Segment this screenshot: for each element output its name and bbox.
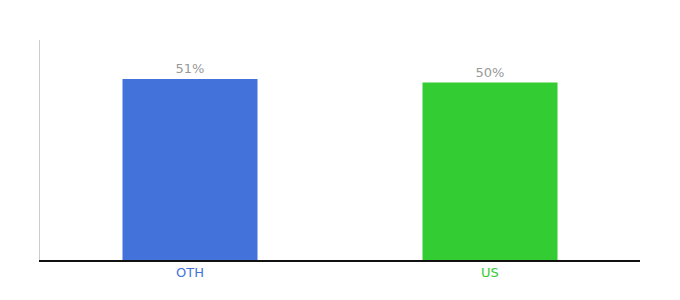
svg-text:50%: 50% <box>476 65 505 80</box>
svg-text:OTH: OTH <box>176 265 204 280</box>
svg-text:US: US <box>481 265 499 280</box>
svg-text:51%: 51% <box>176 61 205 76</box>
